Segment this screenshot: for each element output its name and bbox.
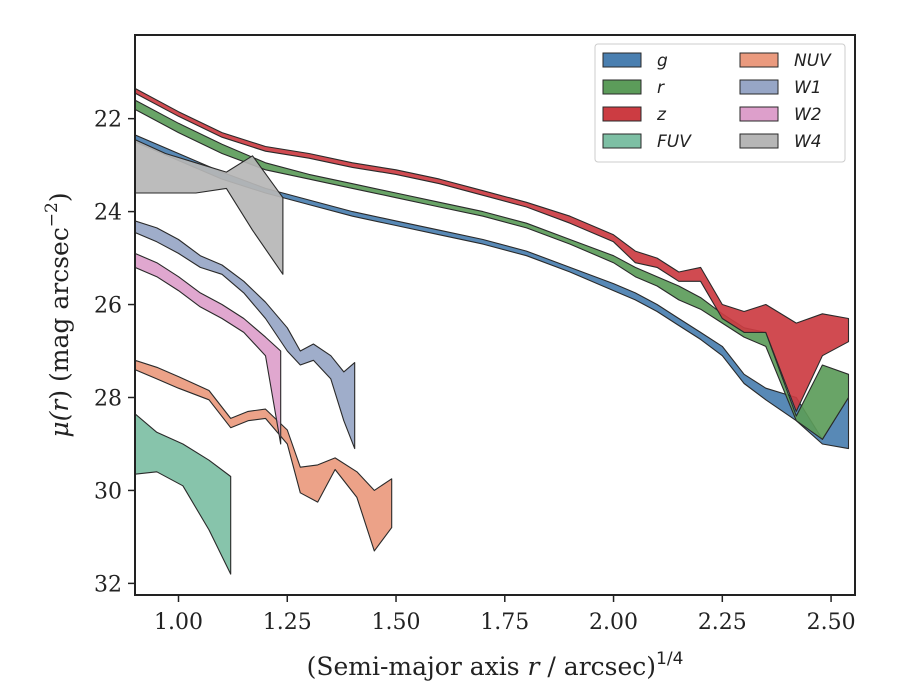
series-band-fuv	[135, 413, 232, 575]
y-axis-label-var: r	[45, 398, 74, 412]
x-axis-label-exp: 1/4	[656, 649, 683, 669]
x-tick-label: 2.50	[807, 610, 856, 635]
y-axis-label-exp: −2	[42, 202, 62, 227]
legend-swatch-w2	[739, 106, 779, 122]
axis-ticks: 1.00 1.25 1.50 1.75 2.00 2.25 2.50 22 24 26 28 30 32	[94, 108, 856, 635]
series-band-r	[135, 99, 850, 440]
legend-swatch-nuv	[739, 52, 779, 68]
x-tick-label: 1.75	[480, 610, 529, 635]
series-band-w4	[135, 139, 284, 275]
legend-label-w1: W1	[794, 78, 822, 98]
legend-swatch-r	[602, 79, 642, 95]
y-tick-label: 30	[94, 479, 122, 504]
legend-swatch-w4	[739, 133, 779, 149]
legend-swatch-fuv	[602, 133, 642, 149]
legend: grz FUV NUV W1 W2 W4	[594, 43, 846, 163]
legend-label-nuv: NUV	[794, 51, 832, 71]
x-tick-label: 1.00	[154, 610, 203, 635]
series-bands	[135, 87, 850, 575]
series-band-z	[135, 87, 850, 412]
y-tick-label: 32	[94, 572, 122, 597]
series-band-w2	[135, 252, 282, 445]
x-axis-label-main: (Semi-major axis	[307, 652, 528, 681]
x-tick-label: 2.25	[698, 610, 747, 635]
series-band-w1	[135, 220, 356, 450]
y-tick-label: 24	[94, 201, 122, 226]
legend-label-w4: W4	[794, 132, 822, 152]
legend-box	[594, 43, 846, 163]
legend-swatch-w1	[739, 79, 779, 95]
legend-swatch-z	[602, 106, 642, 122]
x-axis-label-var: r	[528, 652, 542, 681]
y-axis-label: μ(r) (mag arcsec−2)	[42, 192, 74, 437]
x-tick-label: 1.25	[263, 610, 312, 635]
x-tick-label: 1.50	[372, 610, 421, 635]
legend-label-fuv: FUV	[657, 132, 692, 152]
y-axis-label-tail: ) (mag arcsec	[45, 227, 74, 400]
y-tick-label: 26	[94, 294, 122, 319]
series-band-nuv	[135, 359, 393, 552]
legend-label-g: g	[657, 51, 668, 71]
legend-label-w2: W2	[794, 105, 822, 125]
legend-swatch-g	[602, 52, 642, 68]
y-tick-label: 28	[94, 386, 122, 411]
y-axis-label-main: μ(	[45, 410, 74, 437]
y-axis-label-close: )	[45, 192, 74, 202]
y-tick-label: 22	[94, 108, 122, 133]
legend-label-z: z	[656, 105, 667, 125]
x-axis-label: (Semi-major axis r / arcsec)1/4	[307, 649, 684, 681]
x-tick-label: 2.00	[589, 610, 638, 635]
plot-frame	[134, 34, 856, 596]
legend-label-r: r	[657, 78, 665, 98]
x-axis-label-tail: / arcsec)	[539, 652, 656, 681]
